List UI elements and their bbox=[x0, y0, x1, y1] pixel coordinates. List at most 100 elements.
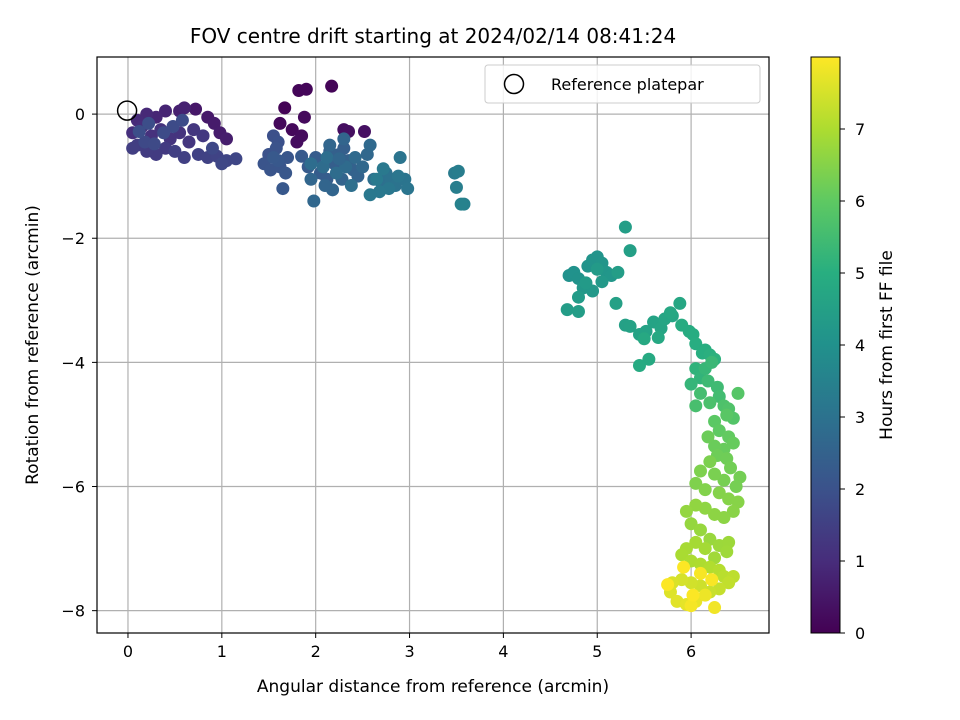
scatter-point bbox=[571, 290, 585, 304]
scatter-point bbox=[357, 124, 371, 138]
scatter-point bbox=[560, 303, 574, 317]
scatter-point bbox=[177, 151, 191, 165]
x-tick-label: 4 bbox=[498, 642, 508, 661]
scatter-point bbox=[708, 601, 722, 615]
scatter-point bbox=[320, 151, 334, 165]
scatter-point bbox=[675, 548, 689, 562]
scatter-point bbox=[220, 132, 234, 146]
scatter-point bbox=[722, 576, 736, 590]
scatter-point bbox=[579, 276, 593, 290]
scatter-point bbox=[229, 152, 243, 166]
scatter-point bbox=[689, 535, 703, 549]
scatter-point bbox=[166, 120, 180, 134]
scatter-point bbox=[701, 430, 715, 444]
scatter-point bbox=[142, 116, 156, 130]
colorbar: 0 1 2 3 4 5 6 7 Hours from first FF file bbox=[810, 56, 897, 643]
scatter-point bbox=[595, 275, 609, 289]
grid-lines bbox=[97, 57, 769, 633]
scatter-point bbox=[708, 467, 722, 481]
colorbar-tick-label: 5 bbox=[855, 264, 865, 283]
colorbar-tick-label: 7 bbox=[855, 120, 865, 139]
x-tick-label: 1 bbox=[217, 642, 227, 661]
scatter-point bbox=[175, 113, 189, 127]
scatter-point bbox=[276, 182, 290, 196]
scatter-point bbox=[182, 135, 196, 149]
scatter-point bbox=[454, 197, 468, 211]
y-tick-label: −6 bbox=[61, 478, 85, 497]
colorbar-tick-label: 4 bbox=[855, 336, 865, 355]
scatter-point bbox=[701, 374, 715, 388]
scatter-point bbox=[623, 244, 637, 258]
scatter-point bbox=[724, 461, 738, 475]
chart-title: FOV centre drift starting at 2024/02/14 … bbox=[190, 24, 676, 48]
scatter-point bbox=[705, 573, 719, 587]
scatter-point bbox=[207, 116, 221, 130]
legend: Reference platepar bbox=[484, 64, 761, 104]
x-tick-label: 5 bbox=[592, 642, 602, 661]
scatter-point bbox=[611, 265, 625, 279]
scatter-point bbox=[651, 331, 665, 345]
colorbar-tick-label: 6 bbox=[855, 192, 865, 211]
scatter-point bbox=[451, 164, 465, 178]
scatter-point bbox=[304, 157, 318, 171]
scatter-point bbox=[689, 399, 703, 413]
scatter-point bbox=[132, 124, 146, 138]
scatter-point bbox=[726, 504, 740, 518]
colorbar-tick-label: 1 bbox=[855, 552, 865, 571]
scatter-point bbox=[698, 483, 712, 497]
scatter-point bbox=[698, 542, 712, 556]
scatter-point bbox=[337, 132, 351, 146]
scatter-point bbox=[376, 162, 390, 176]
scatter-point bbox=[337, 141, 351, 155]
scatter-point bbox=[571, 304, 585, 318]
legend-box bbox=[484, 64, 761, 104]
scatter-point bbox=[147, 137, 161, 151]
scatter-point bbox=[159, 104, 173, 118]
scatter-point bbox=[318, 178, 332, 192]
y-tick-label: −2 bbox=[61, 229, 85, 248]
scatter-point bbox=[299, 82, 313, 96]
scatter-point bbox=[323, 138, 337, 152]
scatter-point bbox=[637, 332, 651, 346]
scatter-point bbox=[684, 517, 698, 531]
x-axis-label: Angular distance from reference (arcmin) bbox=[257, 677, 609, 697]
scatter-point bbox=[609, 296, 623, 310]
colorbar-tick-label: 3 bbox=[855, 408, 865, 427]
scatter-point bbox=[393, 151, 407, 165]
x-tick-label: 3 bbox=[404, 642, 414, 661]
scatter-point bbox=[177, 101, 191, 115]
scatter-point bbox=[332, 152, 346, 166]
scatter-point bbox=[705, 355, 719, 369]
scatter-point bbox=[689, 337, 703, 351]
colorbar-ticks: 0 1 2 3 4 5 6 7 bbox=[840, 120, 865, 643]
scatter-point bbox=[205, 141, 219, 155]
scatter-point bbox=[285, 123, 299, 137]
scatter-point bbox=[693, 464, 707, 478]
scatter-point bbox=[290, 135, 304, 149]
y-axis-label: Rotation from reference (arcmin) bbox=[23, 205, 43, 485]
x-tick-label: 6 bbox=[686, 642, 696, 661]
scatter-point bbox=[348, 151, 362, 165]
scatter-point bbox=[693, 566, 707, 580]
scatter-point bbox=[684, 599, 698, 613]
scatter-point bbox=[684, 377, 698, 391]
scatter-point bbox=[720, 408, 734, 422]
scatter-point bbox=[590, 262, 604, 276]
scatter-point bbox=[689, 498, 703, 512]
scatter-point bbox=[729, 480, 743, 494]
x-tick-label: 2 bbox=[311, 642, 321, 661]
scatter-point bbox=[215, 157, 229, 171]
scatter-point bbox=[712, 486, 726, 500]
scatter-point bbox=[344, 178, 358, 192]
scatter-point bbox=[295, 149, 309, 163]
scatter-point bbox=[693, 386, 707, 400]
colorbar-tick-label: 2 bbox=[855, 480, 865, 499]
scatter-point bbox=[663, 306, 677, 320]
scatter-point bbox=[266, 151, 280, 165]
scatter-point bbox=[698, 588, 712, 602]
scatter-point bbox=[157, 126, 171, 140]
scatter-point bbox=[717, 473, 731, 487]
axis-ticks: 0 1 2 3 4 5 6 −8 −6 −4 −2 0 bbox=[61, 105, 696, 661]
scatter-point bbox=[273, 116, 287, 130]
